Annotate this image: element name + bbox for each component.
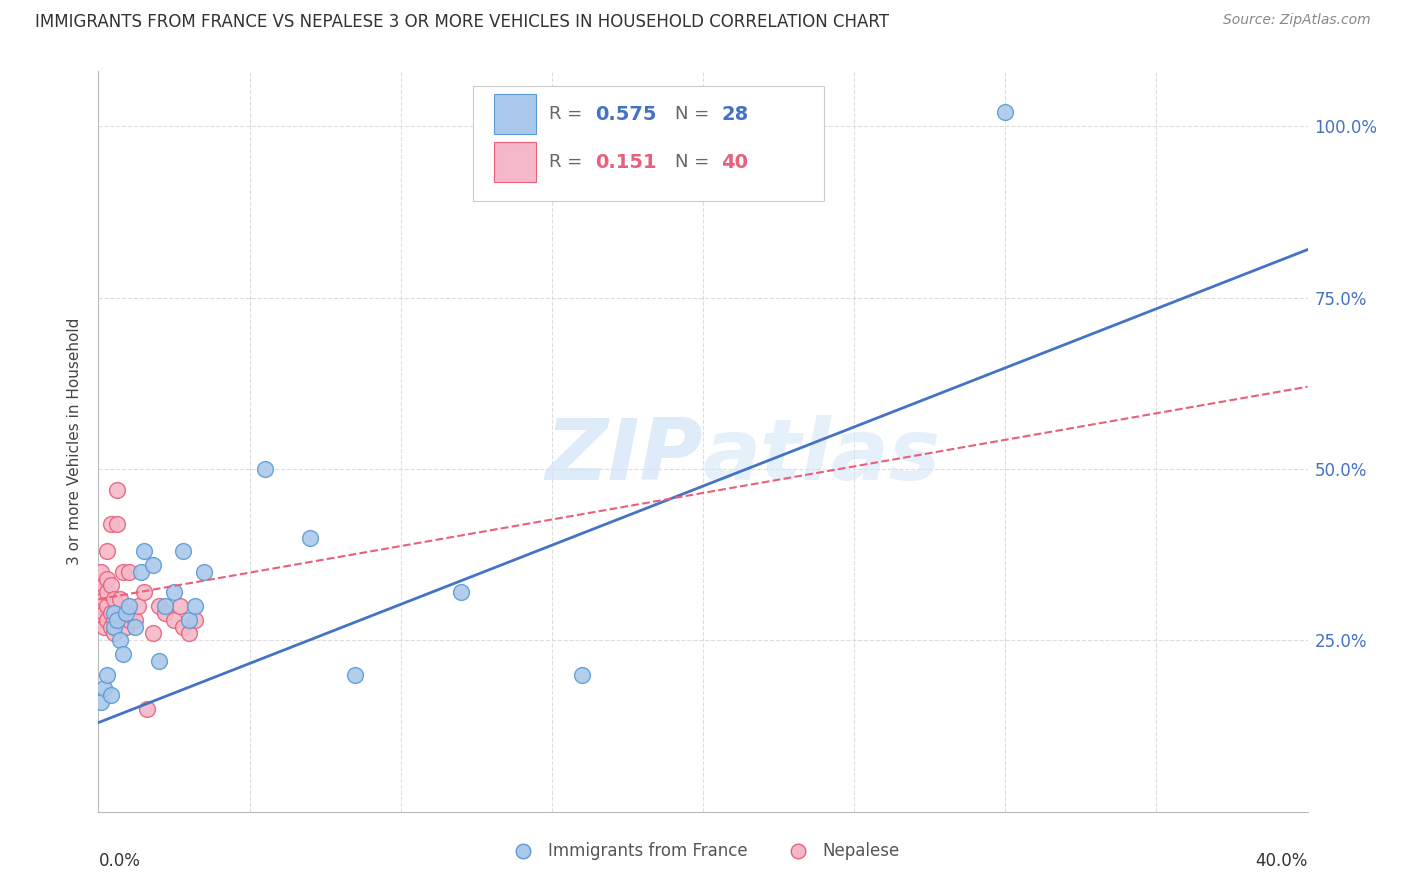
Point — [994, 105, 1017, 120]
Point — [111, 647, 134, 661]
Point — [105, 483, 128, 497]
Point — [103, 626, 125, 640]
Point — [450, 585, 472, 599]
Text: 40: 40 — [721, 153, 748, 172]
Point — [135, 702, 157, 716]
Text: IMMIGRANTS FROM FRANCE VS NEPALESE 3 OR MORE VEHICLES IN HOUSEHOLD CORRELATION C: IMMIGRANTS FROM FRANCE VS NEPALESE 3 OR … — [35, 13, 889, 31]
Point — [90, 613, 112, 627]
Point — [142, 558, 165, 572]
Point — [108, 592, 131, 607]
Point — [90, 599, 112, 613]
Text: Source: ZipAtlas.com: Source: ZipAtlas.com — [1223, 13, 1371, 28]
Point — [96, 667, 118, 681]
Point — [299, 531, 322, 545]
Point — [93, 606, 115, 620]
Point — [124, 613, 146, 627]
Text: R =: R = — [550, 153, 589, 171]
Point — [184, 599, 207, 613]
Point — [90, 565, 112, 579]
Point — [179, 626, 201, 640]
Point — [169, 599, 191, 613]
Point — [100, 578, 122, 592]
Point — [103, 619, 125, 633]
Point — [148, 654, 170, 668]
Point — [93, 619, 115, 633]
Point — [163, 613, 186, 627]
Text: N =: N = — [675, 153, 716, 171]
Point — [103, 592, 125, 607]
Text: 28: 28 — [721, 104, 748, 124]
Text: N =: N = — [675, 105, 716, 123]
Point — [153, 606, 176, 620]
Text: atlas: atlas — [703, 415, 941, 498]
FancyBboxPatch shape — [494, 142, 536, 183]
FancyBboxPatch shape — [474, 87, 824, 201]
Point — [100, 688, 122, 702]
Point — [111, 565, 134, 579]
Point — [124, 619, 146, 633]
Point — [184, 613, 207, 627]
Point — [108, 633, 131, 648]
Point — [163, 585, 186, 599]
Point — [132, 585, 155, 599]
Y-axis label: 3 or more Vehicles in Household: 3 or more Vehicles in Household — [67, 318, 83, 566]
Point — [129, 565, 152, 579]
Point — [118, 613, 141, 627]
Text: 0.575: 0.575 — [595, 104, 657, 124]
Point — [108, 613, 131, 627]
Point — [100, 516, 122, 531]
Point — [118, 599, 141, 613]
Point — [90, 695, 112, 709]
Point — [114, 619, 136, 633]
Point — [103, 606, 125, 620]
Text: 0.0%: 0.0% — [98, 853, 141, 871]
Point — [571, 667, 593, 681]
Point — [96, 572, 118, 586]
Point — [90, 585, 112, 599]
Point — [118, 565, 141, 579]
Point — [193, 565, 215, 579]
Point — [127, 599, 149, 613]
Point — [100, 606, 122, 620]
Legend: Immigrants from France, Nepalese: Immigrants from France, Nepalese — [499, 835, 907, 866]
Point — [153, 599, 176, 613]
Point — [142, 626, 165, 640]
Point — [105, 516, 128, 531]
Text: 0.151: 0.151 — [595, 153, 657, 172]
FancyBboxPatch shape — [494, 94, 536, 135]
Point — [344, 667, 367, 681]
Point — [93, 681, 115, 696]
Point — [100, 619, 122, 633]
Point — [172, 619, 194, 633]
Point — [253, 462, 276, 476]
Point — [93, 592, 115, 607]
Point — [96, 544, 118, 558]
Point — [105, 613, 128, 627]
Point — [172, 544, 194, 558]
Point — [96, 613, 118, 627]
Point — [96, 599, 118, 613]
Point — [96, 585, 118, 599]
Point — [93, 578, 115, 592]
Text: 40.0%: 40.0% — [1256, 853, 1308, 871]
Point — [132, 544, 155, 558]
Text: ZIP: ZIP — [546, 415, 703, 498]
Point — [148, 599, 170, 613]
Point — [179, 613, 201, 627]
Point — [114, 606, 136, 620]
Point — [103, 613, 125, 627]
Text: R =: R = — [550, 105, 589, 123]
